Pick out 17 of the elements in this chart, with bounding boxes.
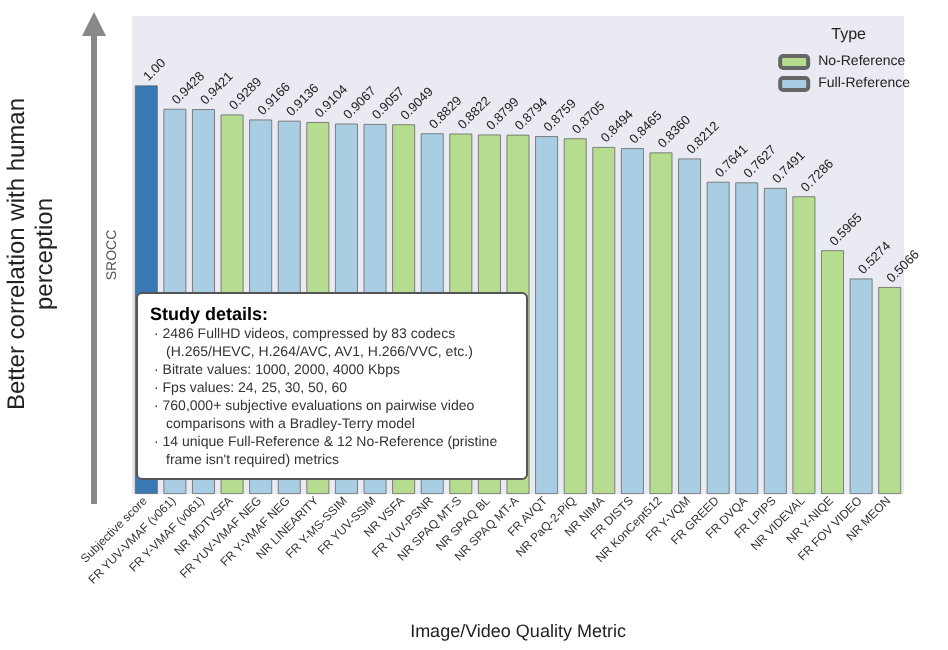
bar <box>706 181 730 494</box>
bar <box>535 136 559 494</box>
bar <box>849 278 873 494</box>
annotation: Study details: <box>150 302 271 326</box>
bar <box>821 250 844 494</box>
bar <box>678 158 701 494</box>
bar <box>620 148 644 494</box>
bar <box>592 146 616 494</box>
bar <box>763 187 787 494</box>
bar <box>649 152 673 494</box>
text: Better correlation with human perception <box>2 95 60 415</box>
bar <box>878 287 902 494</box>
bar <box>735 182 759 494</box>
bar <box>792 196 816 494</box>
x-axis-title: Image/Video Quality Metric <box>410 621 627 641</box>
bar <box>563 138 587 494</box>
legend-title: Type <box>831 25 868 43</box>
